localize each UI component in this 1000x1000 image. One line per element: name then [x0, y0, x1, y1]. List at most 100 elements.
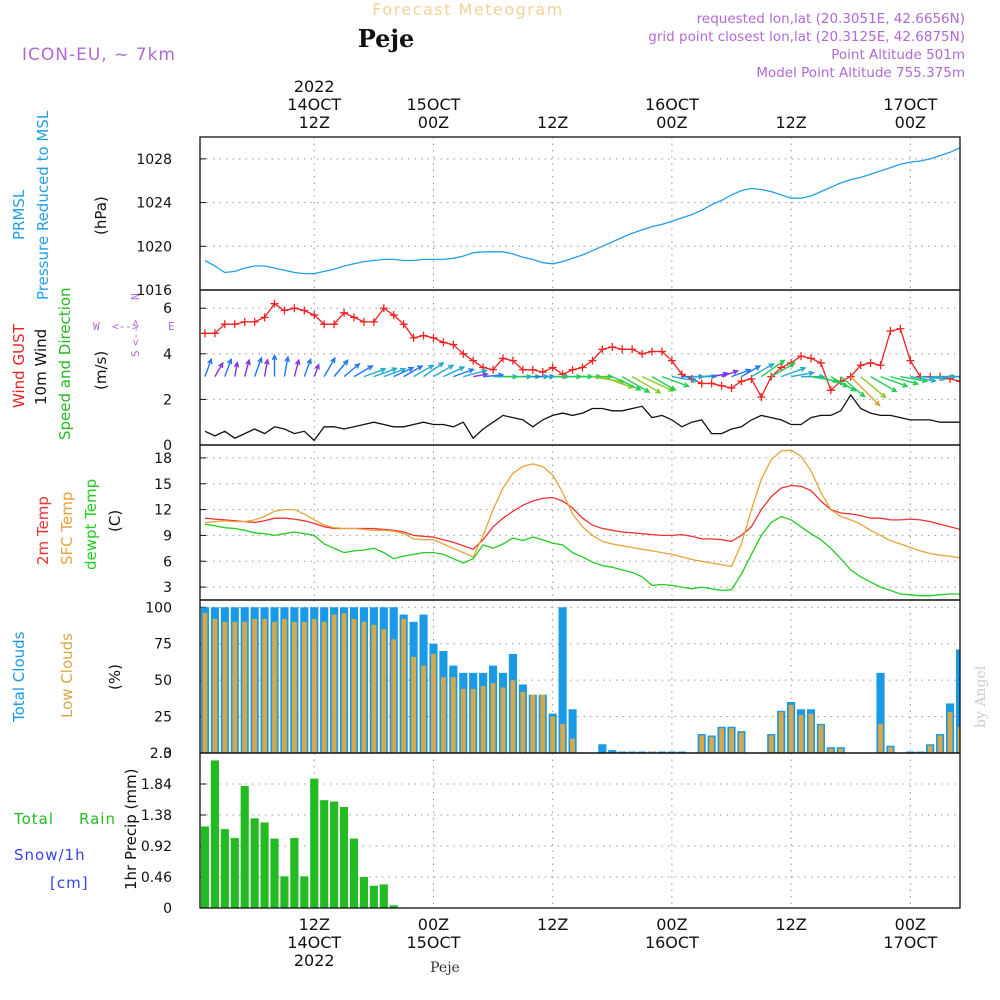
wind-direction-arrow	[631, 376, 662, 394]
wind-gust-marker	[518, 365, 527, 374]
temperature-labels: 2m Temp SFC Temp dewpt Temp (C)	[34, 479, 124, 570]
temperature-plot-area	[204, 449, 960, 597]
wind-direction-arrow	[313, 363, 320, 377]
model-name: ICON-EU, ~ 7km	[22, 45, 176, 65]
total-rain-total-label: Total	[13, 810, 54, 828]
wind-direction-arrow	[641, 375, 675, 392]
wind-direction-arrow	[343, 362, 361, 378]
wind-gust-marker	[648, 347, 657, 356]
wind-gust-label: Wind GUST	[10, 323, 28, 408]
wind-gust-marker	[290, 304, 299, 313]
wind-gust-marker	[628, 345, 637, 354]
precip-bar	[300, 876, 309, 908]
wind-direction-arrow	[244, 358, 251, 377]
wind-gust-marker	[737, 377, 746, 386]
compass-icon: W E <--> N S <-->	[93, 293, 175, 357]
pressure-plot-area	[204, 147, 960, 275]
clouds-bar	[381, 629, 387, 753]
precip-ytick-label: 0	[163, 901, 172, 917]
pressure-ytick-label: 1028	[136, 152, 172, 168]
credit-text: by Angel	[973, 665, 989, 728]
pressure-unit-label: (hPa)	[92, 196, 110, 235]
clouds-bar	[947, 712, 953, 753]
clouds-bar	[510, 680, 516, 753]
clouds-bar	[252, 618, 258, 753]
wind-gust-marker	[528, 365, 537, 374]
temp-2m-label: 2m Temp	[34, 496, 52, 565]
clouds-bar	[937, 735, 943, 753]
precip-bar	[330, 801, 339, 908]
model-altitude: Model Point Altitude 755.375m	[756, 65, 965, 81]
clouds-bar	[480, 685, 486, 753]
wind-direction-arrow	[870, 376, 898, 393]
point-altitude: Point Altitude 501m	[831, 47, 965, 63]
wind-gust-marker	[399, 320, 408, 329]
precip-bar	[240, 786, 249, 908]
wind-gust-marker	[270, 299, 279, 308]
clouds-bar	[927, 745, 933, 753]
pressure-ytick-label: 1016	[136, 283, 172, 299]
wind-gust-marker	[439, 338, 448, 347]
wind-direction-arrow	[741, 365, 762, 378]
wind-direction-arrow	[263, 358, 270, 377]
wind-ytick-label: 0	[163, 438, 172, 454]
precip-ytick-label: 0.46	[141, 870, 172, 886]
clouds-bar	[550, 716, 556, 753]
wind-gust-marker	[379, 304, 388, 313]
clouds-bar	[729, 728, 734, 753]
top-time-label: 17OCT	[883, 95, 937, 114]
clouds-bar	[719, 728, 724, 753]
clouds-bar	[649, 751, 655, 753]
wind-gust-marker	[508, 356, 517, 365]
wind-gust-marker	[260, 313, 269, 322]
clouds-unit-label: (%)	[106, 664, 124, 690]
clouds-bar	[798, 715, 804, 753]
wind-direction-arrow	[423, 361, 445, 378]
wind-gust-marker	[618, 345, 627, 354]
temp-unit-label: (C)	[106, 510, 124, 532]
wind-gust-marker	[797, 352, 806, 361]
wind-gust-marker	[459, 349, 468, 358]
wind-gust-marker	[389, 311, 398, 320]
wind-direction-arrow	[780, 366, 807, 378]
clouds-bar	[598, 744, 607, 753]
clouds-bar	[778, 712, 784, 753]
compass-west: W	[93, 320, 100, 333]
wind-ytick-label: 4	[163, 347, 172, 363]
temperature-ytick-label: 15	[154, 477, 172, 493]
wind-gust-marker	[856, 361, 865, 370]
wind-direction-arrow	[840, 376, 866, 398]
wind-gust-marker	[499, 354, 508, 363]
wind-ytick-label: 6	[163, 301, 172, 317]
wind-direction-arrow	[253, 356, 263, 377]
wind-labels: Wind GUST 10m Wind Speed and Direction (…	[10, 287, 175, 440]
clouds-bar	[888, 747, 893, 753]
wind-direction-arrow	[661, 375, 690, 388]
precip-panel: 0 0.46 0.92 1.38 1.84 2.3	[141, 746, 961, 917]
clouds-bar	[450, 677, 456, 753]
pressure-reduced-label: Pressure Reduced to MSL	[34, 110, 52, 300]
wind-gust-marker	[359, 317, 368, 326]
wind-direction-arrow	[353, 365, 374, 378]
wind-gust-marker	[727, 384, 736, 393]
wind-gust-marker	[568, 365, 577, 374]
wind-direction-arrow	[204, 357, 213, 377]
temperature-frame	[199, 444, 961, 601]
clouds-bar	[709, 736, 715, 753]
bottom-time-label: 12Z	[299, 915, 330, 934]
clouds-bar	[391, 639, 397, 753]
wind-gust-marker	[598, 345, 607, 354]
wind-direction-arrow	[433, 364, 455, 378]
precip-bar	[349, 838, 359, 908]
clouds-bar	[301, 621, 307, 753]
clouds-bar	[568, 709, 577, 753]
top-time-label: 15OCT	[407, 95, 461, 114]
wind-gust-marker	[707, 379, 716, 388]
clouds-bar	[222, 621, 228, 753]
clouds-bar	[878, 723, 883, 753]
clouds-bar	[341, 613, 347, 753]
precip-bar	[210, 760, 219, 908]
wind-gust-marker	[320, 320, 329, 329]
precip-bar	[320, 800, 329, 908]
